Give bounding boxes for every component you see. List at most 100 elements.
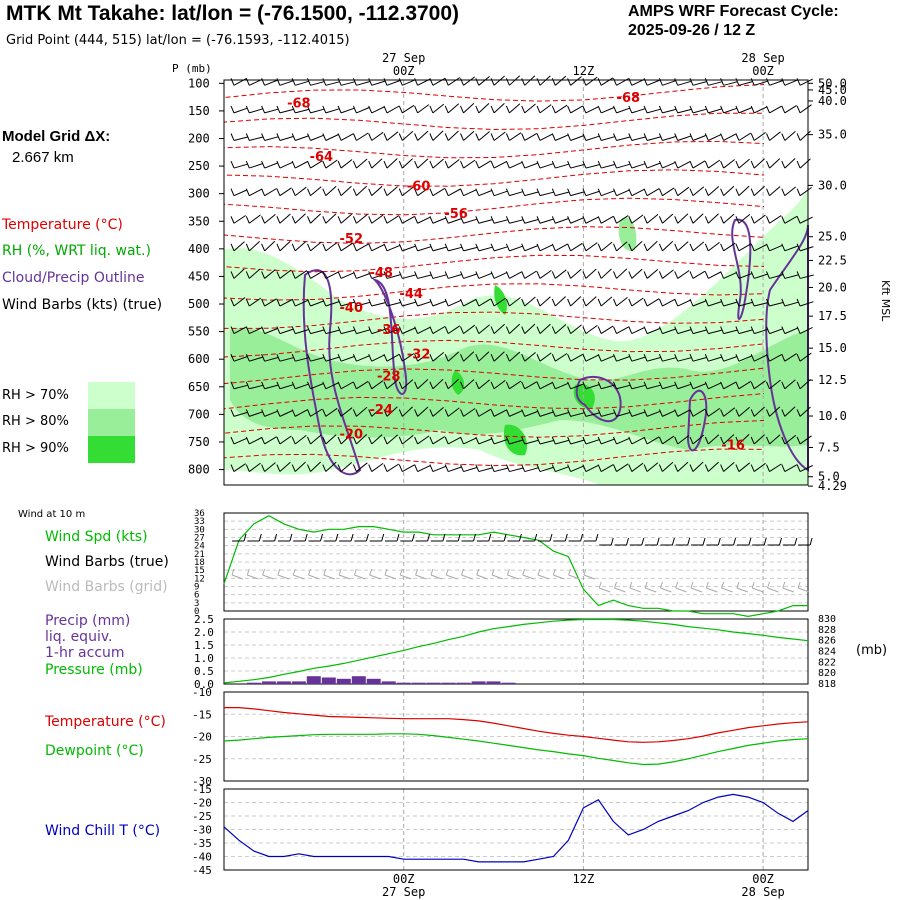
wind-barb	[631, 241, 643, 252]
wind-barb-flag	[582, 381, 587, 389]
pressure-tick-label: 400	[188, 242, 210, 256]
wind-barb	[279, 328, 294, 335]
wind-barb-flag	[582, 105, 587, 114]
wind-barb	[447, 351, 460, 362]
wind-barb-flag	[766, 326, 770, 334]
wind-barb-flag	[613, 188, 617, 196]
wind-barb	[539, 191, 554, 197]
sfc-barb-grid	[247, 574, 259, 580]
wind-barb	[448, 218, 462, 224]
wind-barb-flag	[704, 133, 709, 141]
wind-barb-flag	[781, 243, 786, 252]
wind-barb-flag	[261, 409, 266, 417]
wind-barb	[279, 269, 292, 279]
wind-barb	[432, 103, 445, 114]
precip-bar	[381, 681, 396, 684]
wind-barb-flag	[383, 78, 388, 86]
wind-barb	[432, 465, 447, 473]
wind-barb-flag	[750, 326, 755, 334]
pressure-tick-label: 650	[188, 380, 210, 394]
wind-barb-flag	[582, 188, 587, 196]
wind-barb	[631, 356, 646, 362]
wind-barb	[585, 190, 600, 197]
wind-barb	[570, 191, 585, 197]
wind-barb-flag	[551, 436, 556, 445]
wind-barb	[295, 108, 309, 114]
wind-barb-flag	[781, 464, 786, 472]
pressure-tick-label: 200	[188, 131, 210, 145]
wind-chill-line	[223, 793, 809, 863]
wind-barb	[769, 105, 782, 114]
wind-barb	[524, 191, 539, 197]
wind-barb	[570, 164, 585, 169]
grid-point-subtitle: Grid Point (444, 515) lat/lon = (-76.159…	[6, 33, 350, 48]
wind-barb	[371, 214, 384, 224]
wind-barb	[677, 270, 690, 279]
wind-barb	[769, 215, 782, 224]
wind-barb-flag	[766, 271, 770, 279]
wind-barb-flag	[460, 381, 464, 389]
sfc-barb-grid	[675, 587, 687, 593]
wind-barb-flag	[245, 105, 250, 114]
wind-barb-flag	[337, 78, 342, 86]
wind-barb-flag	[689, 409, 694, 417]
pressure-units-label: (mb)	[856, 643, 888, 658]
wind-barb-flag	[628, 354, 633, 362]
wind-barb	[417, 435, 430, 445]
sfc-barb-true-flag	[564, 533, 568, 542]
wind-barb	[555, 466, 569, 473]
wind-barb-flag	[368, 409, 373, 417]
wind-barb	[340, 81, 355, 86]
wind-barb	[417, 326, 431, 335]
wind-barb-flag	[337, 216, 342, 224]
wind-barb	[509, 75, 521, 86]
wind-barb-flag	[536, 105, 541, 114]
wind-barb-flag	[505, 381, 510, 389]
wind-barb	[356, 434, 368, 445]
wind-barb	[769, 274, 784, 279]
wind-barb	[723, 381, 737, 390]
chill-tick-label: -25	[192, 810, 212, 823]
wind-barb	[279, 435, 292, 445]
wind-barb-flag	[796, 216, 801, 224]
wind-barb	[769, 80, 783, 86]
wind-barb-flag	[781, 409, 786, 417]
wind-barb-flag	[291, 326, 296, 334]
sfc-barb-true-flag	[427, 533, 431, 542]
wind-barb-flag	[628, 271, 633, 279]
wind-barb-flag	[735, 243, 740, 252]
wind-barb	[447, 299, 462, 307]
wind-barb	[493, 379, 506, 390]
wind-barb-flag	[230, 409, 235, 417]
wind-barb-flag	[429, 160, 434, 169]
sfc-barb-grid-flag	[506, 568, 510, 576]
wind-barb-flag	[658, 105, 663, 114]
precip-bar	[336, 678, 351, 684]
wind-barb	[463, 130, 475, 141]
isotherm-label: -60	[407, 179, 431, 194]
wind-barb	[295, 329, 309, 335]
sfc-barb-grid	[690, 587, 703, 593]
wind-barb	[310, 81, 325, 86]
wind-barb-flag	[567, 133, 572, 141]
wind-barb	[447, 325, 461, 335]
wind-barb	[662, 136, 676, 141]
wind-barb	[738, 158, 750, 169]
wind-barb	[555, 439, 569, 445]
wind-barb-flag	[398, 105, 403, 114]
isotherm-label: -24	[369, 403, 393, 418]
wind-barb	[401, 186, 414, 197]
cloud-outline	[765, 224, 809, 472]
sfc-barb-true-flag	[381, 533, 385, 542]
rh-shading-3	[451, 370, 465, 395]
precip-bar	[351, 676, 366, 684]
wind-barb-flag	[352, 243, 357, 252]
wind-barb	[570, 412, 585, 417]
wind-barb	[340, 329, 355, 335]
wind-barb	[340, 242, 354, 252]
wind-barb-flag	[337, 354, 342, 362]
wind-barb	[677, 299, 691, 307]
sfc-barb-grid	[507, 574, 519, 580]
wind-barb-flag	[414, 271, 419, 279]
wind-barb-flag	[766, 188, 770, 196]
